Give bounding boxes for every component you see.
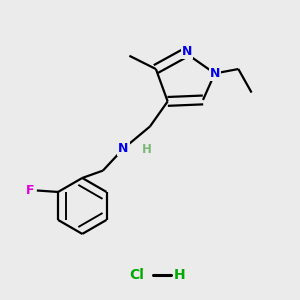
Text: N: N xyxy=(210,67,220,80)
Text: N: N xyxy=(118,142,129,155)
Text: Cl: Cl xyxy=(129,268,144,282)
Text: F: F xyxy=(26,184,34,197)
Text: H: H xyxy=(174,268,185,282)
Text: H: H xyxy=(142,143,152,157)
Text: N: N xyxy=(182,45,192,58)
